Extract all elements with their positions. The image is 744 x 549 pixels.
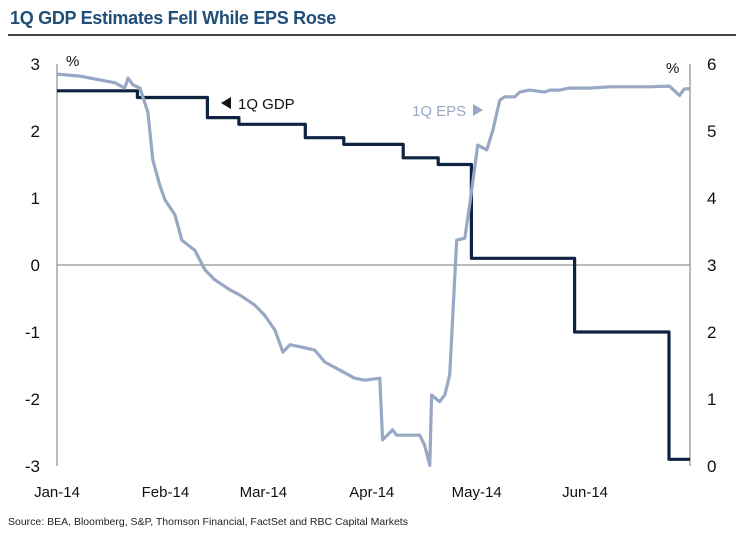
left-tick-label: -2 bbox=[25, 390, 40, 409]
left-tick-label: 0 bbox=[31, 256, 40, 275]
x-tick-label: Feb-14 bbox=[142, 484, 190, 501]
gdp-annotation: 1Q GDP bbox=[238, 96, 295, 113]
left-tick-label: 3 bbox=[31, 55, 40, 74]
right-tick-label: 2 bbox=[707, 323, 716, 342]
right-tick-label: 3 bbox=[707, 256, 716, 275]
left-tick-label: -3 bbox=[25, 457, 40, 476]
source-note: Source: BEA, Bloomberg, S&P, Thomson Fin… bbox=[8, 516, 408, 528]
left-arrow-icon bbox=[221, 97, 231, 109]
x-tick-label: Jun-14 bbox=[562, 484, 608, 501]
chart-title: 1Q GDP Estimates Fell While EPS Rose bbox=[10, 8, 336, 28]
x-tick-label: Mar-14 bbox=[240, 484, 288, 501]
series-line-1q-eps bbox=[56, 72, 690, 467]
left-axis-unit: % bbox=[66, 53, 79, 70]
title-divider bbox=[8, 34, 736, 36]
eps-annotation: 1Q EPS bbox=[412, 103, 466, 120]
right-tick-label: 0 bbox=[707, 457, 716, 476]
left-tick-label: 2 bbox=[31, 122, 40, 141]
x-tick-label: May-14 bbox=[452, 484, 502, 501]
right-tick-label: 6 bbox=[707, 55, 716, 74]
x-tick-label: Apr-14 bbox=[349, 484, 394, 501]
left-tick-label: -1 bbox=[25, 323, 40, 342]
right-tick-label: 1 bbox=[707, 390, 716, 409]
left-tick-label: 1 bbox=[31, 189, 40, 208]
x-tick-label: Jan-14 bbox=[34, 484, 80, 501]
series-line-1q-gdp bbox=[57, 89, 690, 461]
right-arrow-icon bbox=[473, 104, 483, 116]
right-tick-label: 4 bbox=[707, 189, 716, 208]
right-tick-label: 5 bbox=[707, 122, 716, 141]
right-axis-unit: % bbox=[666, 60, 679, 77]
